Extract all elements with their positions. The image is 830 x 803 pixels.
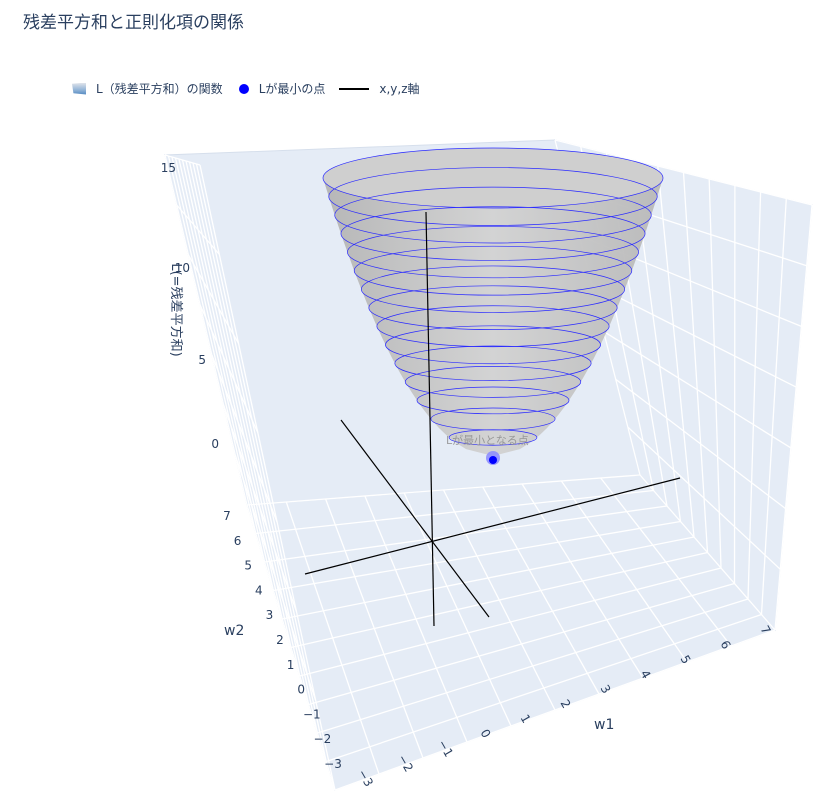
legend-item-axes[interactable]: x,y,z軸: [339, 80, 420, 97]
floor-grid-line-w2: [325, 613, 762, 763]
surface-contour: [385, 325, 601, 365]
axis-line-z: [425, 211, 435, 627]
wall-grid-line: [181, 159, 292, 648]
legend: L（残差平方和）の関数 Lが最小の点 x,y,z軸: [72, 80, 434, 97]
z-tick-label: 0: [211, 437, 219, 451]
w2-tick-label: 2: [276, 633, 284, 647]
w2-tick-label: 6: [234, 534, 242, 548]
wall-grid-line: [164, 154, 201, 166]
z-tick-label: 10: [175, 261, 190, 275]
surface-body: [323, 178, 663, 456]
surface-legend-icon: [72, 82, 86, 95]
scene-grid: [164, 139, 813, 791]
wall-grid-line: [185, 160, 301, 677]
wall-grid-line: [615, 378, 786, 510]
wall-grid-line: [222, 404, 298, 612]
surface-contour: [322, 147, 664, 209]
wall-grid-line: [554, 139, 813, 206]
floor-grid-line-w2: [264, 505, 668, 563]
wall-grid-line: [211, 354, 278, 523]
surface-contour: [416, 386, 570, 415]
surface-top: [323, 148, 663, 208]
w2-tick-label: −2: [314, 732, 332, 746]
z-tick-label: 15: [161, 161, 176, 175]
w2-tick-label: 0: [297, 683, 305, 697]
surface-trace: [322, 147, 664, 456]
wall-grid-line: [760, 198, 787, 615]
w2-tick-label: 3: [266, 608, 274, 622]
wall-grid-line: [188, 161, 310, 705]
floor-grid-line-w2: [255, 489, 654, 535]
min-point-label: Lが最小となる点: [446, 433, 529, 447]
floor-grid-line-w2: [273, 520, 681, 592]
wall-grid-line: [167, 155, 257, 534]
floor-grid-line-w2: [282, 536, 695, 620]
legend-item-min-point[interactable]: Lが最小の点: [237, 80, 326, 97]
wall-grid-line: [199, 164, 336, 791]
axis-line-x: [304, 477, 681, 575]
surface-contour: [353, 245, 633, 296]
w1-axis-title: w1: [594, 717, 614, 733]
floor-grid-line-w2: [246, 474, 641, 506]
wall-grid-line: [657, 165, 695, 538]
surface-contour: [376, 305, 610, 348]
surface-contour: [340, 206, 646, 261]
w2-tick-label: −3: [324, 757, 342, 771]
surface-contour: [430, 407, 556, 431]
wall-grid-line: [708, 178, 722, 569]
point-legend-icon: [238, 83, 249, 94]
legend-item-surface[interactable]: L（残差平方和）の関数: [72, 80, 223, 97]
z-tick-label: 5: [198, 353, 206, 367]
wall-grid-line: [176, 204, 220, 255]
wall-grid-line: [178, 158, 283, 620]
wall-grid-line: [591, 283, 797, 388]
surface-contour: [368, 285, 618, 330]
floor-grid-line-w2: [290, 551, 708, 649]
legend-label-axes: x,y,z軸: [379, 82, 420, 96]
line-legend-icon: [339, 87, 370, 90]
wall-grid-line: [187, 254, 240, 344]
w2-tick-label: 4: [255, 583, 263, 597]
axis-titles: L(=残差平方和) w2 w1: [168, 263, 614, 733]
axis-line-y: [340, 419, 490, 618]
chart-title: 残差平方和と正則化項の関係: [23, 13, 244, 33]
wall-grid-line: [192, 162, 319, 734]
surface-contour: [360, 265, 626, 313]
legend-label-surface: L（残差平方和）の関数: [96, 82, 223, 96]
wall-grid-line: [603, 330, 792, 449]
min-point-trace: Lが最小となる点: [446, 433, 529, 465]
min-point-marker: [489, 456, 497, 464]
wall-grid-line: [747, 191, 762, 600]
axis-lines: [304, 211, 681, 627]
surface-contour: [404, 366, 582, 398]
w2-tick-label: −1: [303, 707, 321, 721]
w2-tick-label: 5: [244, 559, 252, 573]
floor-grid-line-w2: [299, 567, 722, 677]
floor-grid-line-w2: [317, 598, 749, 734]
legend-label-min-point: Lが最小の点: [258, 82, 326, 96]
w2-tick-label: 1: [287, 658, 295, 672]
surface-contour: [347, 226, 639, 279]
wall-grid-line: [171, 156, 266, 563]
surface-contour: [334, 186, 652, 244]
surface-contour: [328, 167, 658, 226]
z-axis-title: L(=残差平方和): [168, 263, 184, 356]
w2-axis-title: w2: [224, 623, 244, 639]
wall-grid-line: [774, 204, 813, 631]
wall-grid-line: [234, 454, 317, 701]
surface-contour: [394, 345, 592, 382]
wall-grid-line: [195, 163, 327, 762]
wall-grid-line: [174, 157, 275, 591]
floor-grid-line-w2: [308, 582, 735, 706]
wall-grid-line: [627, 426, 781, 570]
floor-grid-line-w2: [334, 629, 776, 791]
wall-grid-line: [164, 154, 248, 506]
wall-grid-line: [682, 172, 709, 553]
w2-tick-label: 7: [223, 509, 231, 523]
wall-grid-line: [199, 304, 259, 434]
